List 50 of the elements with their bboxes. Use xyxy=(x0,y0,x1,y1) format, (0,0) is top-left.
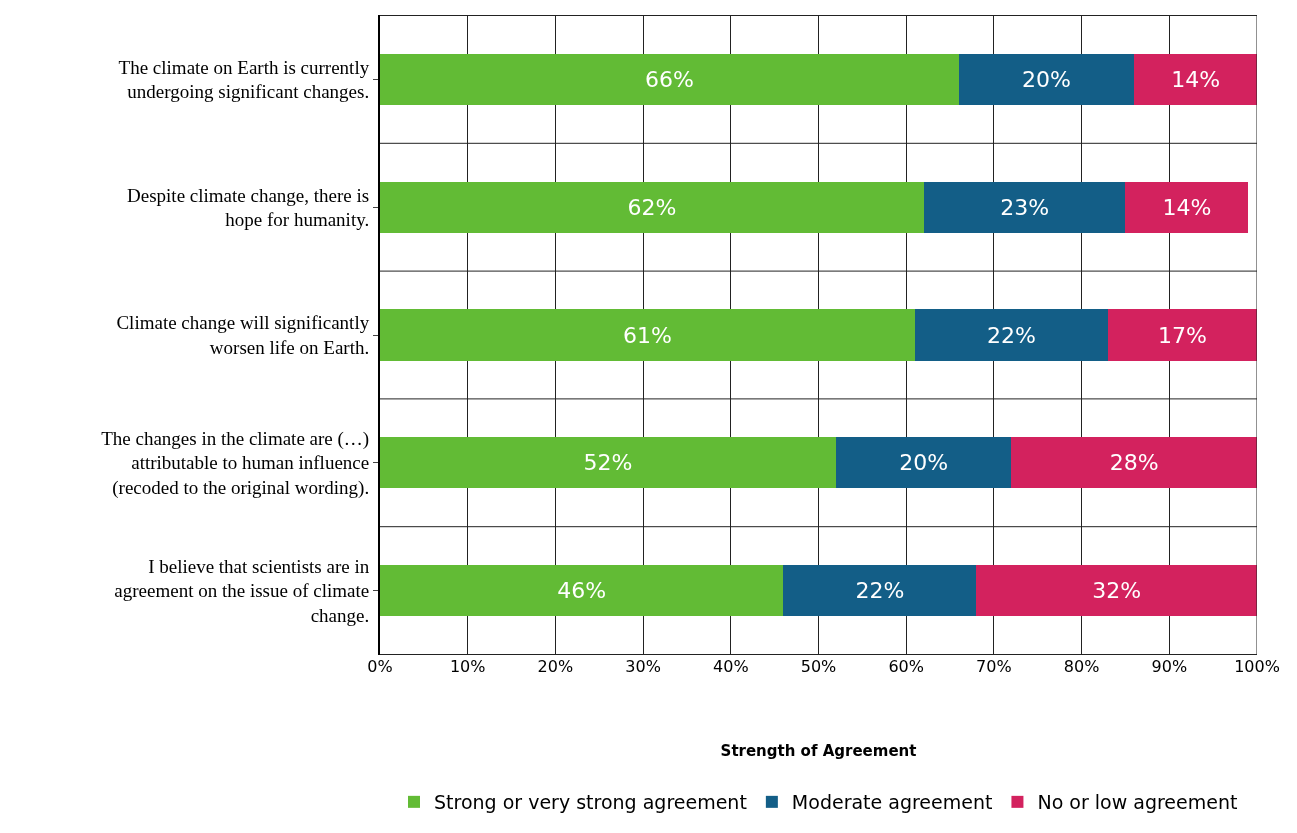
legend-label: Moderate agreement xyxy=(791,791,993,814)
bar xyxy=(1107,309,1257,361)
bar xyxy=(923,181,1126,233)
x-tick-label: 90% xyxy=(1151,657,1188,676)
bar xyxy=(380,437,837,489)
data-label: 61% xyxy=(623,322,672,348)
data-label: 46% xyxy=(557,578,607,604)
bar xyxy=(380,181,924,233)
bar xyxy=(976,565,1257,617)
x-tick-label: 30% xyxy=(625,657,661,676)
bar xyxy=(380,309,915,361)
data-label: 66% xyxy=(644,66,694,92)
x-tick-label: 40% xyxy=(713,657,749,676)
data-label: 23% xyxy=(1000,194,1050,220)
x-tick-label: 80% xyxy=(1063,657,1100,676)
x-tick-label: 50% xyxy=(800,657,837,676)
y-tick-label: The changes in the climate are (…) attributable to human influence (recoded to the original wording). xyxy=(101,427,370,500)
x-tick-label: 10% xyxy=(449,657,486,676)
legend-label: No or low agreement xyxy=(1037,791,1238,814)
x-tick-label: 60% xyxy=(888,657,924,676)
x-axis-title: Strength of Agreement xyxy=(720,742,917,760)
data-label: 17% xyxy=(1158,322,1207,348)
y-tick-label: The climate on Earth is currently undergoing significant changes. xyxy=(118,56,370,103)
bar xyxy=(836,437,1012,489)
data-label: 22% xyxy=(855,578,905,604)
bar xyxy=(1011,437,1257,489)
x-tick-label: 20% xyxy=(537,657,574,676)
data-label: 20% xyxy=(899,450,949,476)
bar xyxy=(1134,53,1257,105)
bar xyxy=(380,565,784,617)
data-label: 32% xyxy=(1092,578,1142,604)
bar xyxy=(1125,181,1249,233)
data-label: 62% xyxy=(627,194,677,220)
bar xyxy=(958,53,1135,105)
data-label: 52% xyxy=(583,450,633,476)
legend-label: Strong or very strong agreement xyxy=(434,791,747,814)
data-label: 20% xyxy=(1022,66,1071,92)
data-label: 14% xyxy=(1171,66,1221,92)
y-tick-label: Climate change will significantly worsen life on Earth. xyxy=(116,312,370,358)
x-tick-label: 100% xyxy=(1234,657,1280,676)
bar xyxy=(380,53,959,105)
bar xyxy=(783,565,977,617)
y-tick-label: I believe that scientists are in agreement on the issue of climate change. xyxy=(114,555,370,626)
bar xyxy=(914,309,1108,361)
x-tick-label: 0% xyxy=(367,657,393,676)
y-tick-label: Despite climate change, there is hope for humanity. xyxy=(127,184,370,231)
data-label: 28% xyxy=(1109,450,1159,476)
x-tick-label: 70% xyxy=(976,657,1012,676)
data-label: 22% xyxy=(986,322,1036,348)
data-label: 14% xyxy=(1162,194,1212,220)
